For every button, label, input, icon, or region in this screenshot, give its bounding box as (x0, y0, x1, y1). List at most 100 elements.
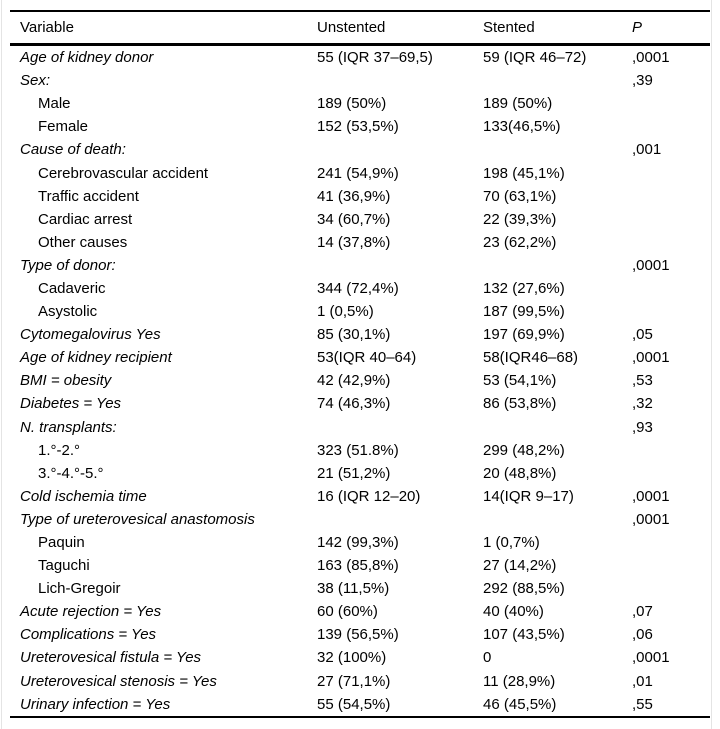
unstented-value-cell: 32 (100%) (317, 649, 387, 667)
column-header-stented: Stented (483, 19, 535, 36)
p-value-cell: ,001 (632, 141, 662, 159)
variable-cell: 1.°-2.° (38, 441, 81, 459)
p-value-cell: ,55 (632, 695, 653, 713)
variable-cell: Traffic accident (38, 187, 139, 205)
unstented-value-cell: 142 (99,3%) (317, 534, 399, 552)
comparison-table: Variable Unstented Stented P Age of kidn… (10, 10, 710, 718)
unstented-value-cell: 55 (IQR 37–69,5) (317, 49, 433, 67)
variable-cell: Other causes (38, 233, 128, 251)
table-row: Age of kidney donor 55 (IQR 37–69,5) 59 … (10, 46, 710, 69)
stented-value-cell: 11 (28,9%) (483, 672, 556, 690)
unstented-value-cell: 74 (46,3%) (317, 395, 391, 413)
table-row: BMI = obesity 42 (42,9%) 53 (54,1%) ,53 (10, 369, 710, 392)
table-row: Female 152 (53,5%) 133(46,5%) (10, 115, 710, 138)
p-value-cell: ,32 (632, 395, 653, 413)
variable-cell: Age of kidney recipient (20, 349, 172, 367)
unstented-value-cell: 241 (54,9%) (317, 164, 399, 182)
stented-value-cell: 22 (39,3%) (483, 210, 557, 228)
table-row: Cadaveric 344 (72,4%) 132 (27,6%) (10, 277, 710, 300)
stented-value-cell: 40 (40%) (483, 603, 544, 621)
variable-cell: Acute rejection = Yes (20, 603, 162, 621)
unstented-value-cell: 53(IQR 40–64) (317, 349, 417, 367)
table-row: Age of kidney recipient 53(IQR 40–64) 58… (10, 346, 710, 369)
p-value-cell: ,01 (632, 672, 653, 690)
table-header-row: Variable Unstented Stented P (10, 12, 710, 46)
table-row: Other causes 14 (37,8%) 23 (62,2%) (10, 231, 710, 254)
unstented-value-cell: 152 (53,5%) (317, 118, 399, 136)
variable-cell: Type of donor: (20, 256, 116, 274)
variable-cell: Sex: (20, 72, 51, 90)
page-edge-right (711, 0, 712, 729)
unstented-value-cell: 55 (54,5%) (317, 695, 391, 713)
stented-value-cell: 58(IQR46–68) (483, 349, 579, 367)
table-row: Cerebrovascular accident 241 (54,9%) 198… (10, 161, 710, 184)
stented-value-cell: 197 (69,9%) (483, 326, 565, 344)
table-row: 3.°-4.°-5.° 21 (51,2%) 20 (48,8%) (10, 462, 710, 485)
stented-value-cell: 14(IQR 9–17) (483, 487, 574, 505)
variable-cell: Lich-Gregoir (38, 580, 121, 598)
stented-value-cell: 86 (53,8%) (483, 395, 557, 413)
stented-value-cell: 187 (99,5%) (483, 303, 565, 321)
table-row: Complications = Yes 139 (56,5%) 107 (43,… (10, 623, 710, 646)
stented-value-cell: 299 (48,2%) (483, 441, 565, 459)
unstented-value-cell: 163 (85,8%) (317, 557, 399, 575)
stented-value-cell: 70 (63,1%) (483, 187, 557, 205)
table-row: Acute rejection = Yes 60 (60%) 40 (40%) … (10, 600, 710, 623)
variable-cell: 3.°-4.°-5.° (38, 464, 104, 482)
table-row: Cause of death: ,001 (10, 138, 710, 161)
variable-cell: Cerebrovascular accident (38, 164, 209, 182)
unstented-value-cell: 344 (72,4%) (317, 279, 399, 297)
variable-cell: Complications = Yes (20, 626, 157, 644)
variable-cell: N. transplants: (20, 418, 117, 436)
table-row: Ureterovesical fistula = Yes 32 (100%) 0… (10, 646, 710, 669)
unstented-value-cell: 323 (51.8%) (317, 441, 399, 459)
variable-cell: Ureterovesical stenosis = Yes (20, 672, 217, 690)
variable-cell: Cadaveric (38, 279, 106, 297)
p-value-cell: ,0001 (632, 349, 670, 367)
p-value-cell: ,0001 (632, 49, 670, 67)
variable-cell: Cause of death: (20, 141, 126, 159)
p-value-cell: ,0001 (632, 510, 670, 528)
unstented-value-cell: 189 (50%) (317, 95, 387, 113)
p-value-cell: ,39 (632, 72, 653, 90)
table-row: Lich-Gregoir 38 (11,5%) 292 (88,5%) (10, 577, 710, 600)
table-body: Age of kidney donor 55 (IQR 37–69,5) 59 … (10, 46, 710, 718)
variable-cell: Ureterovesical fistula = Yes (20, 649, 202, 667)
stented-value-cell: 53 (54,1%) (483, 372, 557, 390)
stented-value-cell: 198 (45,1%) (483, 164, 565, 182)
table-row: Paquin 142 (99,3%) 1 (0,7%) (10, 531, 710, 554)
variable-cell: Asystolic (38, 303, 98, 321)
table-row: Cardiac arrest 34 (60,7%) 22 (39,3%) (10, 208, 710, 231)
table-row: Male 189 (50%) 189 (50%) (10, 92, 710, 115)
table-row: Traffic accident 41 (36,9%) 70 (63,1%) (10, 185, 710, 208)
variable-cell: Diabetes = Yes (20, 395, 122, 413)
stented-value-cell: 0 (483, 649, 492, 667)
unstented-value-cell: 139 (56,5%) (317, 626, 399, 644)
stented-value-cell: 133(46,5%) (483, 118, 561, 136)
unstented-value-cell: 41 (36,9%) (317, 187, 391, 205)
variable-cell: Cardiac arrest (38, 210, 133, 228)
variable-cell: Cytomegalovirus Yes (20, 326, 161, 344)
stented-value-cell: 20 (48,8%) (483, 464, 557, 482)
column-header-p: P (632, 19, 643, 36)
unstented-value-cell: 60 (60%) (317, 603, 378, 621)
unstented-value-cell: 34 (60,7%) (317, 210, 391, 228)
table-row: 1.°-2.° 323 (51.8%) 299 (48,2%) (10, 439, 710, 462)
unstented-value-cell: 14 (37,8%) (317, 233, 391, 251)
page-edge-left (1, 0, 2, 729)
unstented-value-cell: 21 (51,2%) (317, 464, 391, 482)
column-header-variable: Variable (20, 19, 74, 36)
unstented-value-cell: 1 (0,5%) (317, 303, 374, 321)
unstented-value-cell: 85 (30,1%) (317, 326, 391, 344)
variable-cell: Age of kidney donor (20, 49, 154, 67)
table-row: Asystolic 1 (0,5%) 187 (99,5%) (10, 300, 710, 323)
stented-value-cell: 59 (IQR 46–72) (483, 49, 587, 67)
table-row: Type of ureterovesical anastomosis ,0001 (10, 508, 710, 531)
table-row: Type of donor: ,0001 (10, 254, 710, 277)
stented-value-cell: 132 (27,6%) (483, 279, 565, 297)
table-row: N. transplants: ,93 (10, 416, 710, 439)
variable-cell: BMI = obesity (20, 372, 112, 390)
variable-cell: Paquin (38, 534, 85, 552)
stented-value-cell: 1 (0,7%) (483, 534, 540, 552)
